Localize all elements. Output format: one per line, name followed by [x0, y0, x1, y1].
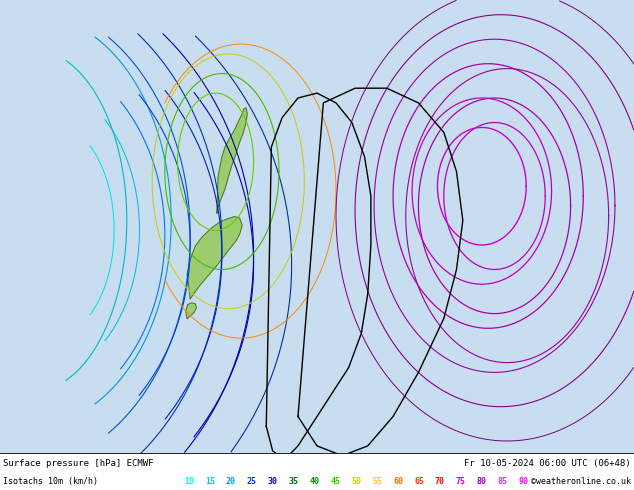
Text: 30: 30: [268, 477, 278, 487]
Text: 25: 25: [247, 477, 257, 487]
Polygon shape: [186, 303, 197, 318]
Text: 10: 10: [184, 477, 194, 487]
Text: 85: 85: [498, 477, 508, 487]
Text: 70: 70: [435, 477, 445, 487]
Polygon shape: [187, 217, 242, 299]
Text: Isotachs 10m (km/h): Isotachs 10m (km/h): [3, 477, 98, 487]
Text: 55: 55: [372, 477, 382, 487]
Text: 50: 50: [351, 477, 361, 487]
Text: 20: 20: [226, 477, 236, 487]
Text: Surface pressure [hPa] ECMWF: Surface pressure [hPa] ECMWF: [3, 459, 153, 468]
FancyBboxPatch shape: [0, 0, 634, 453]
Text: 65: 65: [414, 477, 424, 487]
Text: 75: 75: [456, 477, 466, 487]
FancyBboxPatch shape: [0, 453, 634, 490]
Text: 40: 40: [309, 477, 320, 487]
Text: 80: 80: [477, 477, 487, 487]
Text: 90: 90: [519, 477, 529, 487]
Text: 60: 60: [393, 477, 403, 487]
Text: 15: 15: [205, 477, 215, 487]
Text: 35: 35: [288, 477, 299, 487]
Text: 45: 45: [330, 477, 340, 487]
Text: Fr 10-05-2024 06:00 UTC (06+48): Fr 10-05-2024 06:00 UTC (06+48): [464, 459, 631, 468]
Text: ©weatheronline.co.uk: ©weatheronline.co.uk: [531, 477, 631, 487]
Polygon shape: [217, 108, 247, 213]
